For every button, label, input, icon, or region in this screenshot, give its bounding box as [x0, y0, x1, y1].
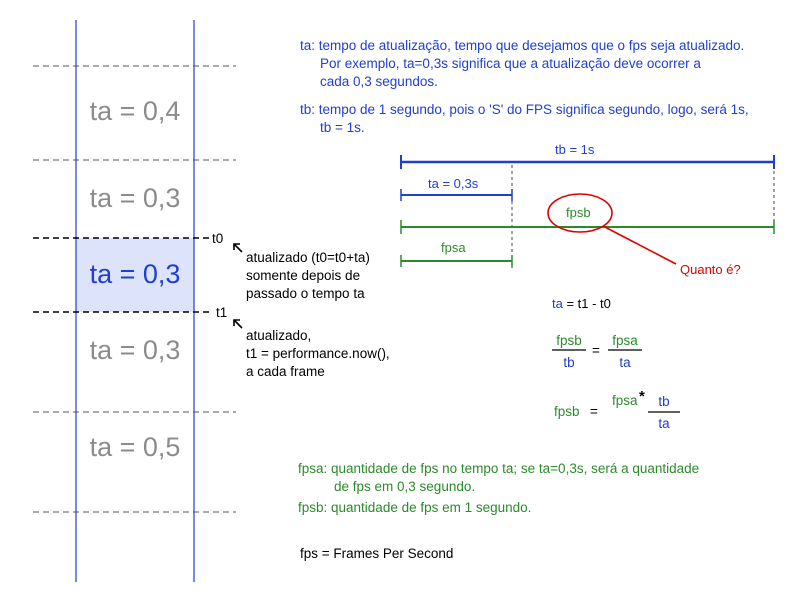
fpsa-definition: fpsa: quantidade de fps no tempo ta; se … [298, 460, 699, 496]
ratio-den-tb: tb [563, 355, 575, 370]
row-label-2: ta = 0,3 [89, 183, 181, 213]
t0-note: atualizado (t0=t0+ta) somente depois de … [246, 249, 370, 303]
ta-definition: ta: tempo de atualização, tempo que dese… [300, 37, 744, 91]
question-label: Quanto é? [680, 262, 741, 277]
t0-note-line: atualizado (t0=t0+ta) [246, 250, 370, 265]
tb-definition: tb: tempo de 1 segundo, pois o 'S' do FP… [300, 101, 749, 137]
fpsa-definition-line: fpsa: quantidade de fps no tempo ta; se … [298, 461, 700, 476]
question-pointer [602, 225, 677, 265]
row-label-1: ta = 0,4 [89, 96, 181, 126]
result-lhs: fpsb [554, 404, 580, 419]
ta-equation: ta = t1 - t0 [552, 296, 611, 311]
ratio-equals: = [592, 343, 600, 358]
result-num-tb: tb [658, 394, 670, 409]
ta-definition-line: cada 0,3 segundos. [320, 74, 438, 89]
fpsb-definition: fpsb: quantidade de fps em 1 segundo. [298, 500, 532, 515]
row-label-4: ta = 0,3 [89, 335, 181, 365]
t1-note-line: a cada frame [246, 364, 325, 379]
ratio-num-fpsa: fpsa [612, 333, 638, 348]
active-row-highlight [76, 238, 194, 312]
t1-note-line: atualizado, [246, 328, 312, 343]
ta-definition-line: ta: tempo de atualização, tempo que dese… [300, 38, 745, 53]
ta-definition-line: Por exemplo, ta=0,3s significa que a atu… [320, 56, 701, 71]
fpsa-bar-label: fpsa [441, 240, 466, 255]
ta-bar-label: ta = 0,3s [428, 176, 479, 191]
tb-definition-line: tb: tempo de 1 segundo, pois o 'S' do FP… [300, 102, 749, 117]
arrow-to-t1 [233, 319, 243, 329]
result-star: * [639, 388, 645, 405]
fpsb-bar-label: fpsb [566, 205, 591, 220]
arrow-to-t0 [233, 243, 243, 253]
ta-equation-rhs: = t1 - t0 [562, 296, 611, 311]
ratio-den-ta: ta [619, 355, 631, 370]
result-factor: fpsa [612, 393, 638, 408]
fpsb-question-ellipse [547, 193, 613, 233]
marker-t1: t1 [216, 305, 228, 320]
ta-equation-lhs: ta [552, 296, 563, 311]
marker-t0: t0 [212, 231, 224, 246]
fps-definition: fps = Frames Per Second [300, 546, 454, 561]
tb-definition-line: tb = 1s. [320, 120, 365, 135]
result-equals: = [590, 404, 598, 419]
tb-bar-label: tb = 1s [555, 142, 595, 157]
fpsa-definition-line: de fps em 0,3 segundo. [334, 479, 476, 494]
row-label-active: ta = 0,3 [89, 259, 181, 289]
t0-note-line: passado o tempo ta [246, 286, 365, 301]
row-label-5: ta = 0,5 [89, 432, 181, 462]
t1-note: atualizado, t1 = performance.now(), a ca… [246, 327, 390, 381]
result-den-ta: ta [658, 416, 670, 431]
t1-note-line: t1 = performance.now(), [246, 346, 390, 361]
ratio-num-fpsb: fpsb [556, 333, 582, 348]
t0-note-line: somente depois de [246, 268, 361, 283]
